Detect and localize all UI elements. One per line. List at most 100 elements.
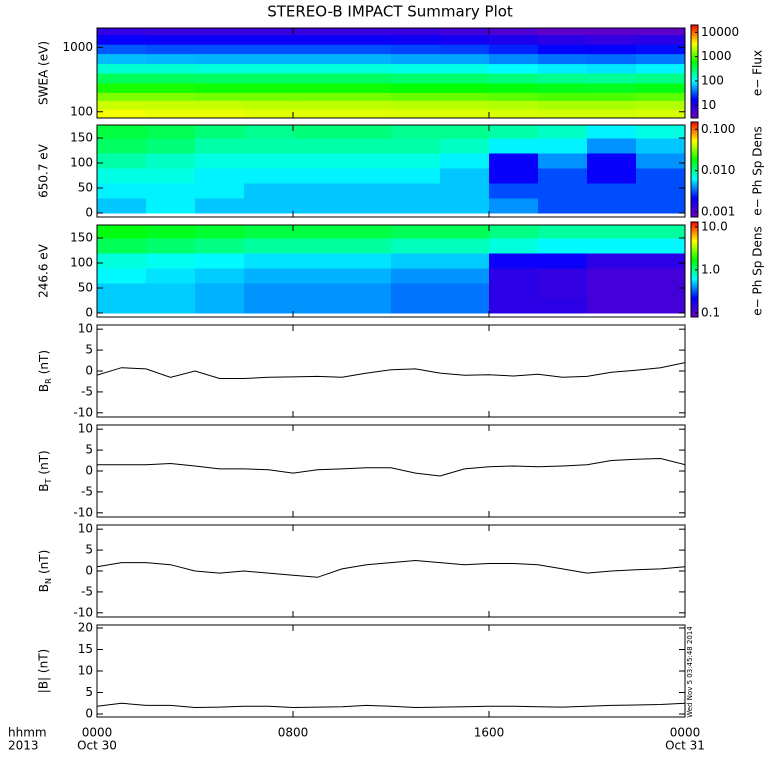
heatmap-cell [587,298,637,314]
heatmap-cell [391,238,441,254]
heatmap-cell [489,183,539,199]
heatmap-cell [440,28,490,36]
y-tick-label: -5 [81,584,93,598]
heatmap-cell [244,198,294,214]
heatmap-cell [146,44,196,55]
heatmap-cell [538,125,588,139]
colorbar-tick-label: 1.0 [701,262,720,276]
heatmap-cell [636,63,685,74]
heatmap-cell [538,63,588,74]
y-tick-label: 10 [78,422,93,436]
heatmap-cell [538,198,588,214]
heatmap-cell [636,28,685,36]
heatmap-cell [97,198,147,214]
heatmap-cell [440,44,490,55]
heatmap-cell [342,183,392,199]
heatmap-cell [636,92,685,101]
heatmap-cell [587,92,637,101]
heatmap-cell [440,100,490,110]
heatmap-cell [538,183,588,199]
heatmap-cell [440,168,490,184]
y-axis-label: 650.7 eV [37,143,51,198]
heatmap-cell [146,225,196,239]
heatmap-cell [97,34,147,45]
heatmap-cell [97,225,147,239]
heatmap-cell [293,198,343,214]
y-tick-label: 0 [85,564,93,578]
y-tick-label: 100 [70,156,93,170]
heatmap-cell [391,153,441,169]
y-axis-label: BT (nT) [37,450,53,491]
heatmap-cell [538,298,588,314]
heatmap-cell [440,138,490,154]
line [97,457,685,477]
heatmap-cell [146,153,196,169]
heatmap-cell [538,238,588,254]
heatmap-cell [244,73,294,84]
year-label: 2013 [8,739,39,753]
heatmap-cell [293,283,343,299]
panel-5 [97,559,685,578]
heatmap-cell [293,153,343,169]
heatmap-cell [146,53,196,65]
heatmap-cell [293,100,343,110]
colorbar-label: e− Ph Sp Dens [751,126,765,215]
heatmap-cell [587,283,637,299]
heatmap-cell [342,198,392,214]
heatmap-cell [587,125,637,139]
heatmap-cell [391,92,441,101]
heatmap-cell [244,63,294,74]
heatmap-cell [244,283,294,299]
heatmap-cell [195,28,245,36]
heatmap-cell [146,28,196,36]
colorbar-label: e− Ph Sp Dens [751,226,765,315]
heatmap-cell [244,82,294,93]
heatmap-cell [293,109,343,118]
heatmap-cell [97,28,147,36]
date-label: Oct 31 [665,739,705,753]
heatmap-cell [587,44,637,55]
heatmap-cell [293,125,343,139]
heatmap-cell [342,298,392,314]
heatmap-cell [538,53,588,65]
heatmap-cell [538,92,588,101]
heatmap-cell [489,168,539,184]
y-tick-label: 5 [85,543,93,557]
y-tick-label: 20 [78,621,93,635]
heatmap-cell [97,298,147,314]
heatmap-cell [538,100,588,110]
colorbar-label: e− Flux [751,50,765,96]
heatmap-cell [587,63,637,74]
y-tick-label: 150 [70,131,93,145]
heatmap-cell [587,198,637,214]
heatmap-cell [244,168,294,184]
heatmap-cell [195,92,245,101]
heatmap-cell [195,183,245,199]
y-tick-label: 10 [78,322,93,336]
y-axis-label-unit: (nT) [37,450,51,474]
heatmap-cell [440,82,490,93]
heatmap-cell [636,100,685,110]
y-axis-label: SWEA (eV) [37,41,51,105]
y-axis-label: 246.6 eV [37,243,51,298]
y-tick-label: 0 [85,306,93,320]
heatmap-cell [391,183,441,199]
heatmap-cell [293,138,343,154]
heatmap-cell [244,28,294,36]
heatmap-cell [146,82,196,93]
heatmap-cell [97,92,147,101]
heatmap-cell [195,253,245,269]
heatmap-cell [489,92,539,101]
colorbar-tick-label: 0.010 [701,163,735,177]
heatmap-cell [587,109,637,118]
heatmap-cell [538,253,588,269]
heatmap-cell [97,238,147,254]
heatmap-cell [244,298,294,314]
heatmap-cell [440,34,490,45]
heatmap-cell [391,298,441,314]
heatmap-cell [146,109,196,118]
heatmap-cell [538,168,588,184]
heatmap-cell [489,238,539,254]
heatmap-cell [244,125,294,139]
